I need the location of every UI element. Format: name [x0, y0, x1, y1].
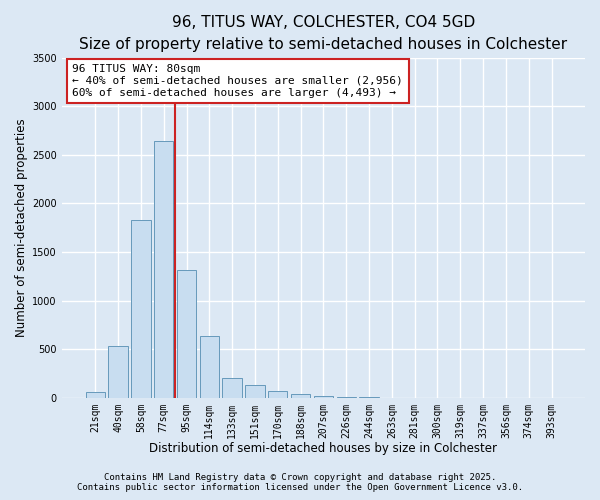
Y-axis label: Number of semi-detached properties: Number of semi-detached properties	[15, 118, 28, 337]
Bar	[154, 141, 173, 398]
Bar	[86, 392, 105, 398]
Bar	[131, 220, 151, 398]
Bar	[291, 394, 310, 398]
Bar	[109, 346, 128, 398]
Text: Contains public sector information licensed under the Open Government Licence v3: Contains public sector information licen…	[77, 484, 523, 492]
Text: 96 TITUS WAY: 80sqm
← 40% of semi-detached houses are smaller (2,956)
60% of sem: 96 TITUS WAY: 80sqm ← 40% of semi-detach…	[72, 64, 403, 98]
Title: 96, TITUS WAY, COLCHESTER, CO4 5GD
Size of property relative to semi-detached ho: 96, TITUS WAY, COLCHESTER, CO4 5GD Size …	[79, 15, 568, 52]
Text: Contains HM Land Registry data © Crown copyright and database right 2025.: Contains HM Land Registry data © Crown c…	[104, 474, 496, 482]
Bar	[268, 391, 287, 398]
Bar	[337, 397, 356, 398]
Bar	[314, 396, 333, 398]
Bar	[245, 385, 265, 398]
Bar	[200, 336, 219, 398]
Bar	[177, 270, 196, 398]
Bar	[223, 378, 242, 398]
X-axis label: Distribution of semi-detached houses by size in Colchester: Distribution of semi-detached houses by …	[149, 442, 497, 455]
